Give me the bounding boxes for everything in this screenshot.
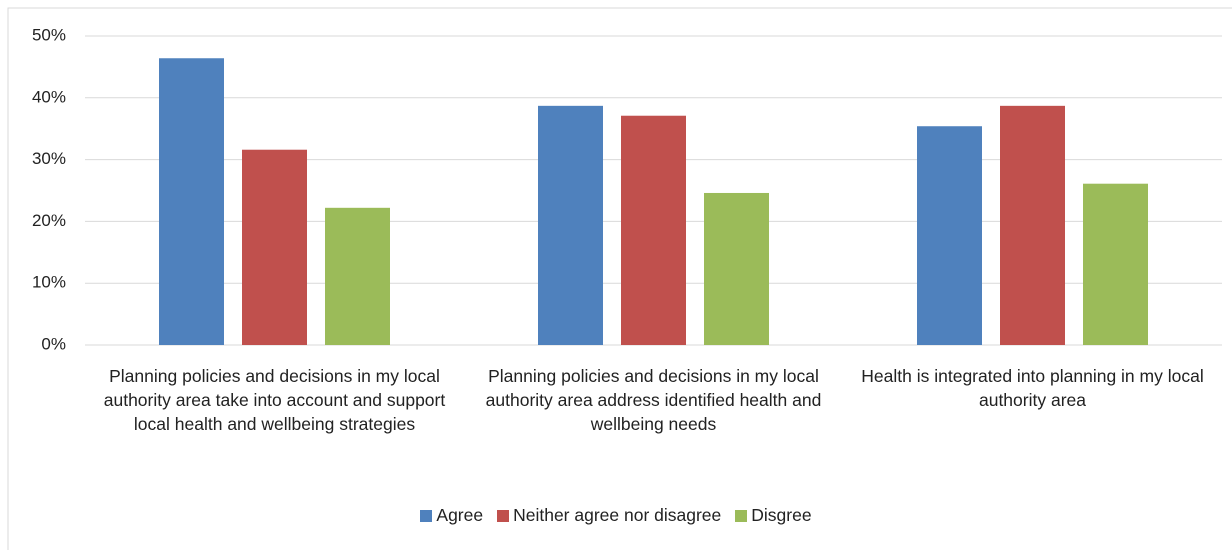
bar: [242, 149, 307, 345]
legend-label: Agree: [436, 505, 484, 525]
x-tick-label: Planning policies and decisions in my lo…: [485, 366, 822, 434]
legend-swatch: [497, 509, 510, 522]
legend-label: Disgree: [751, 505, 812, 525]
bar: [538, 105, 603, 345]
legend-label: Neither agree nor disagree: [513, 505, 722, 525]
bar: [1000, 105, 1065, 345]
bar: [621, 115, 686, 345]
chart-border: [7, 7, 1232, 550]
legend-swatch: [735, 509, 748, 522]
y-tick-label: 10%: [32, 273, 66, 292]
legend-swatch: [420, 509, 433, 522]
y-tick-label: 20%: [32, 211, 66, 230]
y-tick-label: 50%: [32, 25, 66, 44]
x-tick-label: Planning policies and decisions in my lo…: [103, 366, 446, 434]
bar: [1083, 183, 1148, 345]
legend-item: Neither agree nor disagree: [497, 505, 721, 526]
x-tick-label: Health is integrated into planning in my…: [861, 366, 1204, 410]
bar: [704, 192, 769, 345]
y-tick-label: 30%: [32, 149, 66, 168]
legend-item: Agree: [420, 505, 483, 526]
y-tick-label: 0%: [41, 334, 66, 353]
legend: Agree Neither agree nor disagree Disgree: [0, 505, 1232, 526]
bar: [325, 207, 390, 345]
bar: [917, 126, 982, 345]
legend-item: Disgree: [735, 505, 812, 526]
bar: [159, 58, 224, 346]
y-tick-label: 40%: [32, 87, 66, 106]
